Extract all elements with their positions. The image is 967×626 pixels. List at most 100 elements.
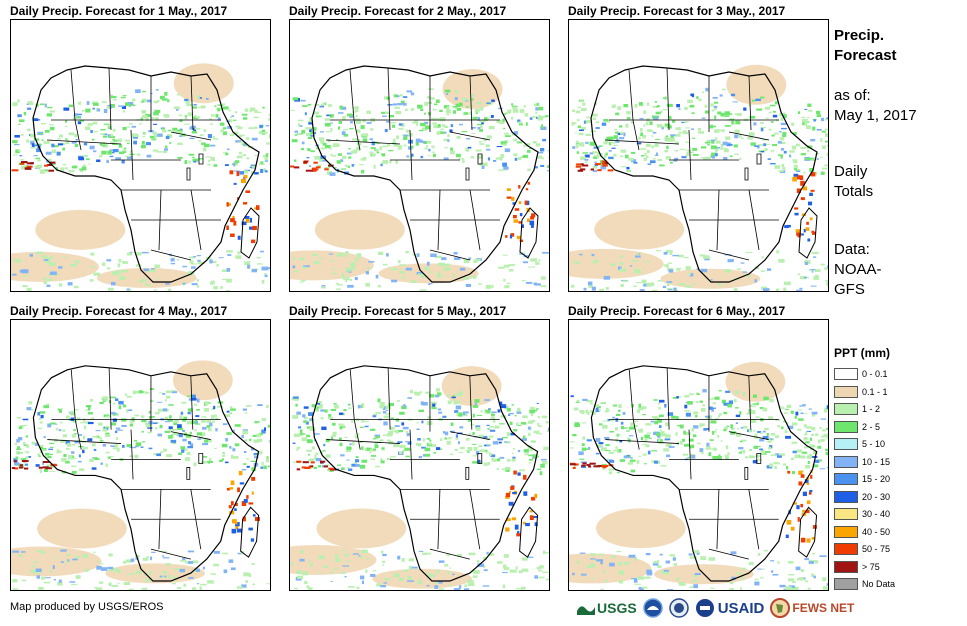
precip-cell — [33, 561, 38, 564]
precip-cell — [704, 157, 711, 160]
precip-cell — [37, 159, 41, 162]
precip-cell — [548, 150, 549, 153]
precip-map-svg — [290, 65, 549, 291]
precip-cell — [808, 560, 815, 562]
precip-cell — [484, 444, 489, 447]
precip-cell — [679, 440, 683, 445]
precip-cell — [20, 159, 25, 161]
precip-cell — [489, 429, 496, 432]
precip-cell — [375, 412, 382, 414]
precip-cell — [68, 132, 75, 136]
heavy-precip-cell — [595, 163, 601, 166]
precip-cell — [191, 283, 198, 286]
precip-cell — [224, 461, 229, 464]
precip-cell — [529, 447, 533, 452]
precip-cell — [708, 557, 716, 561]
precip-cell — [753, 122, 757, 126]
precip-cell — [652, 563, 659, 566]
precip-cell — [161, 127, 165, 130]
precip-cell — [529, 458, 533, 461]
precip-cell — [484, 409, 491, 414]
precip-cell — [403, 569, 408, 572]
precip-cell — [749, 449, 752, 451]
precip-cell — [84, 425, 87, 430]
precip-cell — [136, 153, 141, 156]
precip-cell — [738, 451, 742, 454]
precip-cell — [112, 568, 118, 571]
precip-cell — [112, 414, 116, 416]
precip-cell — [725, 445, 729, 450]
precip-cell — [445, 109, 451, 114]
country-border — [604, 139, 680, 145]
precip-cell — [26, 407, 32, 411]
precip-cell — [531, 115, 536, 118]
precip-cell — [718, 454, 721, 456]
precip-cell — [577, 125, 581, 129]
precip-cell — [518, 570, 523, 574]
country-border — [632, 419, 640, 450]
precip-cell — [78, 157, 85, 161]
precip-cell — [600, 402, 607, 404]
precip-cell — [45, 170, 49, 173]
panel-title-1: Daily Precip. Forecast for 1 May., 2017 — [10, 4, 228, 18]
precip-cell — [437, 408, 442, 411]
precip-cell — [713, 125, 717, 128]
precip-cell — [26, 287, 32, 291]
precip-cell — [67, 282, 73, 286]
precip-cell — [767, 158, 771, 160]
heavy-precip-cell — [589, 462, 596, 465]
precip-cell — [178, 433, 183, 438]
precip-cell — [618, 570, 624, 575]
precip-cell — [294, 134, 298, 136]
precip-cell — [689, 445, 692, 449]
precip-cell — [234, 111, 238, 114]
precip-cell — [504, 441, 510, 443]
precip-cell — [117, 138, 123, 142]
precip-cell — [323, 565, 329, 568]
precip-cell — [93, 150, 97, 153]
heavy-precip-cell — [238, 470, 243, 476]
heavy-precip-cell — [516, 533, 521, 537]
heavy-precip-cell — [48, 163, 52, 166]
precip-cell — [154, 412, 160, 415]
precip-cell — [304, 581, 308, 585]
precip-cell — [226, 289, 230, 291]
precip-cell — [108, 568, 114, 572]
precip-cell — [643, 463, 648, 465]
precip-cell — [792, 581, 796, 584]
precip-cell — [528, 148, 532, 149]
precip-cell — [716, 140, 721, 144]
precip-cell — [141, 587, 148, 590]
precip-cell — [92, 121, 98, 125]
precip-cell — [607, 418, 610, 422]
precip-cell — [141, 251, 149, 254]
precip-cell — [435, 99, 440, 103]
precip-cell — [393, 94, 398, 98]
precip-cell — [67, 457, 74, 460]
heavy-precip-cell — [588, 465, 592, 468]
precip-cell — [646, 571, 653, 576]
precip-cell — [434, 255, 442, 259]
precip-cell — [710, 448, 714, 450]
precip-cell — [230, 133, 234, 137]
precip-cell — [605, 152, 608, 156]
precip-cell — [211, 280, 215, 285]
precip-cell — [200, 583, 207, 586]
precip-cell — [470, 98, 474, 101]
precip-cell — [310, 135, 315, 137]
precip-cell — [638, 136, 641, 140]
precip-cell — [511, 105, 518, 107]
country-border — [353, 419, 361, 450]
precip-cell — [507, 414, 511, 416]
precip-cell — [636, 460, 640, 464]
precip-cell — [309, 117, 312, 121]
precip-cell — [300, 279, 306, 282]
noaa-logo — [642, 598, 663, 618]
precip-cell — [142, 136, 146, 138]
precip-cell — [722, 141, 728, 146]
precip-cell — [747, 136, 753, 140]
precip-cell — [633, 425, 638, 427]
precip-cell — [753, 405, 756, 408]
precip-cell — [689, 586, 696, 589]
precip-cell — [572, 122, 577, 125]
